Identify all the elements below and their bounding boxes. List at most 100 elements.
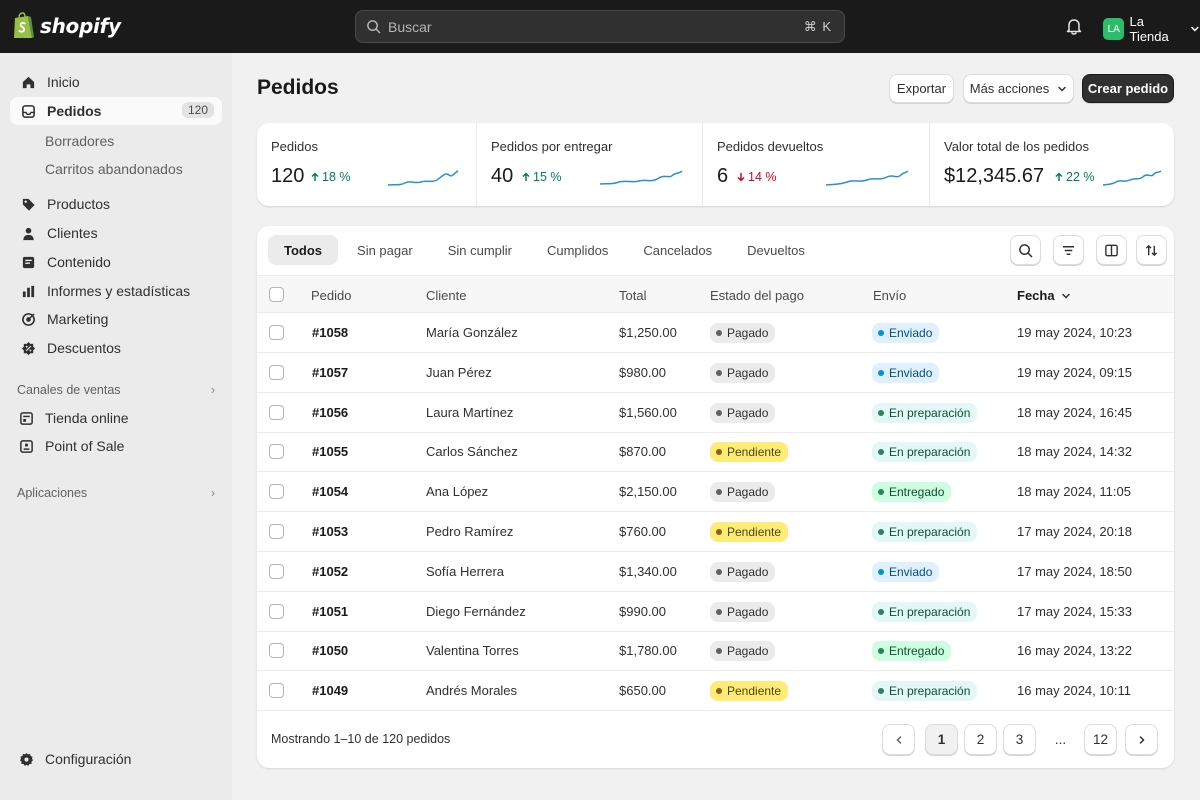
- row-checkbox[interactable]: [269, 524, 284, 539]
- sidebar-item-online-store[interactable]: Tienda online: [8, 404, 220, 432]
- order-number[interactable]: #1054: [312, 484, 349, 500]
- export-button[interactable]: Exportar: [889, 74, 954, 103]
- table-row[interactable]: #1050 Valentina Torres $1,780.00 Pagado Entr…: [257, 631, 1174, 672]
- sidebar-item-marketing[interactable]: Marketing: [10, 305, 222, 333]
- order-date: 16 may 2024, 10:11: [1017, 683, 1131, 699]
- more-actions-button[interactable]: Más acciones: [963, 74, 1074, 103]
- sidebar-item-abandoned-carts[interactable]: Carritos abandonados: [45, 161, 183, 177]
- columns-button[interactable]: [1096, 235, 1127, 265]
- page-3-button[interactable]: 3: [1003, 724, 1036, 755]
- row-checkbox[interactable]: [269, 563, 284, 579]
- page-2-button[interactable]: 2: [964, 724, 997, 755]
- status-dot: [716, 568, 722, 575]
- row-checkbox[interactable]: [269, 444, 284, 460]
- table-row[interactable]: #1053 Pedro Ramírez $760.00 Pendiente En pre…: [257, 512, 1174, 552]
- table-row[interactable]: #1057 Juan Pérez $980.00 Pagado Enviado 19 ma…: [257, 353, 1174, 393]
- stat-orders[interactable]: Pedidos 120 18 %: [257, 123, 477, 206]
- stat-to-deliver[interactable]: Pedidos por entregar 40 15 %: [477, 123, 703, 206]
- store-menu[interactable]: LA La Tienda: [1103, 14, 1200, 44]
- payment-status-badge: Pagado: [710, 482, 776, 503]
- select-all-checkbox[interactable]: [269, 287, 284, 302]
- row-checkbox[interactable]: [269, 404, 284, 420]
- order-number[interactable]: #1053: [312, 524, 349, 539]
- sidebar-item-reports[interactable]: Informes y estadísticas: [10, 277, 222, 305]
- table-row[interactable]: #1049 Andrés Morales $650.00 Pendiente En pr…: [257, 671, 1174, 712]
- row-checkbox[interactable]: [269, 683, 284, 699]
- column-date[interactable]: Fecha: [1017, 288, 1071, 303]
- stat-delta-value: 22 %: [1066, 170, 1095, 184]
- sidebar-item-products[interactable]: Productos: [10, 190, 222, 218]
- search-bar[interactable]: ⌘ K: [355, 10, 845, 43]
- page-1-button[interactable]: 1: [925, 724, 958, 755]
- create-order-button[interactable]: Crear pedido: [1082, 74, 1174, 103]
- sidebar-item-customers[interactable]: Clientes: [10, 219, 222, 247]
- order-number[interactable]: #1057: [312, 364, 349, 380]
- stat-delta: 15 %: [521, 170, 562, 184]
- sales-channels-title: Canales de ventas: [17, 383, 121, 397]
- tab-unfulfilled[interactable]: Sin cumplir: [447, 242, 512, 258]
- order-number[interactable]: #1058: [312, 325, 349, 340]
- sidebar-item-settings[interactable]: Configuración: [8, 745, 220, 773]
- column-customer[interactable]: Cliente: [426, 288, 467, 303]
- tab-returned[interactable]: Devueltos: [747, 242, 805, 258]
- stat-value: 120: [271, 165, 305, 187]
- table-row[interactable]: #1054 Ana López $2,150.00 Pagado Entregado 18…: [257, 472, 1174, 513]
- column-payment[interactable]: Estado del pago: [710, 288, 804, 303]
- stat-returned[interactable]: Pedidos devueltos 6 14 %: [703, 123, 930, 206]
- page-12-button[interactable]: 12: [1084, 724, 1117, 755]
- sparkline: [599, 170, 683, 185]
- order-number[interactable]: #1050: [312, 643, 349, 659]
- sidebar-item-orders[interactable]: Pedidos 120: [10, 97, 222, 125]
- table-row[interactable]: #1055 Carlos Sánchez $870.00 Pendiente En pr…: [257, 432, 1174, 473]
- tab-all[interactable]: Todos: [268, 235, 339, 265]
- order-number[interactable]: #1049: [312, 683, 349, 699]
- order-total: $1,340.00: [619, 563, 677, 579]
- table-row[interactable]: #1058 María González $1,250.00 Pagado Enviad…: [257, 313, 1174, 353]
- next-page-button[interactable]: [1125, 724, 1158, 755]
- filter-button[interactable]: [1053, 235, 1084, 265]
- row-checkbox[interactable]: [269, 643, 284, 659]
- stat-total-value[interactable]: Valor total de los pedidos $12,345.67 22…: [930, 123, 1174, 206]
- stat-delta: 18 %: [310, 170, 351, 184]
- sidebar-item-discounts[interactable]: Descuentos: [10, 334, 222, 362]
- sidebar-item-home[interactable]: Inicio: [10, 68, 222, 96]
- row-checkbox[interactable]: [269, 325, 284, 340]
- stat-delta: 14 %: [736, 170, 777, 184]
- tab-fulfilled[interactable]: Cumplidos: [546, 242, 609, 258]
- column-shipping[interactable]: Envío: [873, 288, 907, 303]
- order-number[interactable]: #1056: [312, 404, 349, 420]
- table-row[interactable]: #1056 Laura Martínez $1,560.00 Pagado En pre…: [257, 393, 1174, 433]
- shipping-status-badge: En preparación: [872, 402, 978, 423]
- shipping-status-badge: Enviado: [872, 561, 940, 582]
- order-number[interactable]: #1051: [312, 603, 349, 619]
- tab-cancelled[interactable]: Cancelados: [643, 242, 713, 258]
- table-row[interactable]: #1051 Diego Fernández $990.00 Pagado En prep…: [257, 592, 1174, 632]
- previous-page-button[interactable]: [882, 724, 915, 755]
- sort-button[interactable]: [1136, 235, 1167, 265]
- table-row[interactable]: #1052 Sofía Herrera $1,340.00 Pagado Enviado…: [257, 552, 1174, 592]
- sidebar-item-label: Productos: [47, 196, 111, 212]
- column-total[interactable]: Total: [619, 288, 647, 303]
- tab-unpaid[interactable]: Sin pagar: [357, 242, 413, 258]
- table-search-button[interactable]: [1010, 235, 1041, 265]
- shipping-status-label: Enviado: [889, 564, 933, 579]
- row-checkbox[interactable]: [269, 364, 284, 380]
- sales-channels-section[interactable]: Canales de ventas ›: [17, 383, 215, 397]
- shopify-logo[interactable]: shopify: [12, 12, 121, 39]
- order-number[interactable]: #1055: [312, 444, 349, 460]
- sidebar-item-drafts[interactable]: Borradores: [45, 133, 115, 149]
- apps-section[interactable]: Aplicaciones ›: [17, 486, 215, 500]
- sidebar-item-content[interactable]: Contenido: [10, 248, 222, 276]
- row-checkbox[interactable]: [269, 484, 284, 500]
- search-input[interactable]: [388, 18, 804, 35]
- row-checkbox[interactable]: [269, 603, 284, 619]
- home-icon: [22, 76, 34, 88]
- sidebar-item-pos[interactable]: Point of Sale: [8, 432, 220, 460]
- filter-tabs: Todos Sin pagar Sin cumplir Cumplidos Ca…: [268, 235, 824, 265]
- discount-icon: [21, 341, 35, 355]
- order-number[interactable]: #1052: [312, 563, 349, 579]
- column-order[interactable]: Pedido: [311, 288, 352, 303]
- shopify-bag-icon: [14, 12, 34, 38]
- bell-icon[interactable]: [1064, 16, 1084, 36]
- payment-status-label: Pendiente: [727, 445, 782, 460]
